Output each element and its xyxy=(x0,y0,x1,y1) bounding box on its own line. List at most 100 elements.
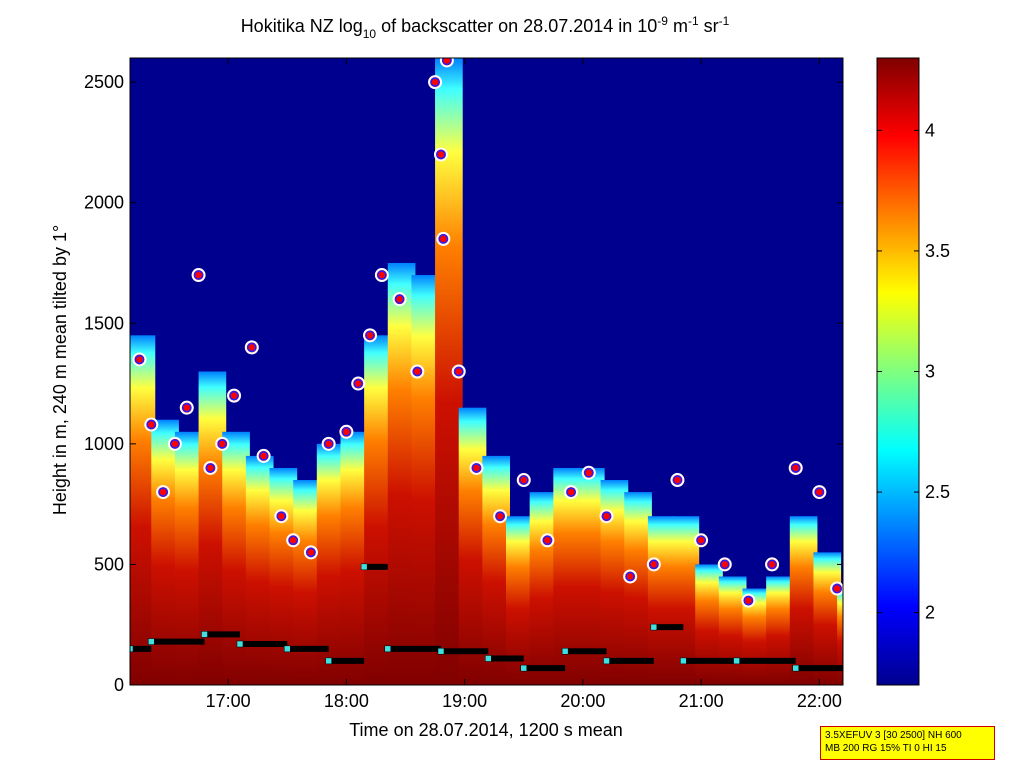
cloud-layer-marker-ring xyxy=(205,463,216,473)
cloud-layer-marker xyxy=(439,58,454,68)
x-axis: 17:00 18:00 19:00 20:00 21:00 22:00 xyxy=(206,58,842,711)
backscatter-field xyxy=(130,58,843,685)
cloud-layer-marker-ring xyxy=(601,511,612,521)
cloud-layer-marker-ring xyxy=(377,270,387,280)
backscatter-column xyxy=(671,516,700,685)
backscatter-column xyxy=(458,407,487,685)
mixing-layer-point xyxy=(130,645,134,653)
cloud-layer-marker-ring xyxy=(258,451,269,461)
mixing-layer-point xyxy=(360,563,368,571)
backscatter-column xyxy=(647,516,676,685)
cloud-layer-marker-ring xyxy=(353,378,363,389)
mixing-layer-point xyxy=(485,655,492,662)
y-tick-label: 500 xyxy=(94,554,124,574)
cloud-layer-marker-ring xyxy=(814,487,825,497)
cloud-layer-marker-ring xyxy=(566,487,576,497)
cloud-layer-marker-ring xyxy=(442,58,452,66)
backscatter-column xyxy=(222,431,250,685)
cloud-layer-marker-ring xyxy=(495,511,505,521)
mixing-layer-series xyxy=(130,563,843,672)
cloud-layer-marker-ring xyxy=(453,366,464,377)
cloud-layer-marker-ring xyxy=(436,149,446,160)
backscatter-column xyxy=(411,275,440,685)
y-axis: 0 500 1000 1500 2000 2500 xyxy=(84,72,843,695)
mixing-layer-point xyxy=(650,623,658,631)
cloud-layer-marker-ring xyxy=(743,595,754,606)
cloud-layer-marker-ring xyxy=(341,427,352,437)
x-tick-label: 20:00 xyxy=(560,691,605,711)
y-tick-label: 1000 xyxy=(84,434,124,454)
x-tick-label: 21:00 xyxy=(679,691,724,711)
cloud-layer-marker-ring xyxy=(394,294,405,304)
cloud-layer-marker-ring xyxy=(672,475,683,485)
mixing-layer-point xyxy=(284,645,291,653)
cloud-layer-marker-ring xyxy=(306,547,316,558)
info-line-1: 3.5XEFUV 3 [30 2500] NH 600 xyxy=(825,730,962,741)
mixing-layer-point xyxy=(384,645,392,653)
mixing-layer-point xyxy=(520,664,527,672)
backscatter-column xyxy=(695,564,723,685)
settings-info-box: 3.5XEFUV 3 [30 2500] NH 600 MB 200 RG 15… xyxy=(820,726,995,760)
mixing-layer-point xyxy=(148,638,155,645)
cloud-layer-marker-ring xyxy=(247,342,257,353)
mixing-layer-point xyxy=(236,640,244,648)
mixing-layer-point xyxy=(733,657,740,665)
colorbar: 2 2.5 3 3.5 4 xyxy=(876,57,950,686)
colorbar-tick-label: 2.5 xyxy=(925,482,950,502)
cloud-layer-marker-ring xyxy=(542,535,553,546)
backscatter-column xyxy=(151,419,179,685)
cloud-layer-marker-ring xyxy=(193,270,204,280)
colorbar-gradient xyxy=(876,57,920,686)
backscatter-column xyxy=(482,455,511,685)
backscatter-column xyxy=(130,335,156,685)
backscatter-column xyxy=(364,335,392,685)
x-tick-label: 19:00 xyxy=(442,691,487,711)
backscatter-column xyxy=(718,576,747,685)
colorbar-tick-label: 3.5 xyxy=(925,241,950,261)
cloud-layer-marker-ring xyxy=(696,535,706,546)
y-tick-label: 1500 xyxy=(84,313,124,333)
cloud-layer-marker-ring xyxy=(170,439,180,449)
y-tick-label: 0 xyxy=(114,675,124,695)
y-tick-label: 2000 xyxy=(84,193,124,213)
x-axis-label: Time on 28.07.2014, 1200 s mean xyxy=(349,720,623,740)
cloud-layer-marker-ring xyxy=(767,559,777,570)
backscatter-column xyxy=(789,516,818,685)
backscatter-column xyxy=(529,492,558,685)
colorbar-tick-label: 3 xyxy=(925,362,935,382)
cloud-layer-marker-ring xyxy=(518,475,529,485)
cloud-layer-marker-ring xyxy=(288,535,298,546)
y-axis-label: Height in m, 240 m mean tilted by 1° xyxy=(50,225,70,515)
colorbar-ticks: 2 2.5 3 3.5 4 xyxy=(877,120,950,623)
backscatter-column xyxy=(269,467,298,685)
mixing-layer-point xyxy=(325,657,332,665)
plot-area xyxy=(129,57,844,686)
backscatter-column xyxy=(837,588,843,685)
backscatter-column xyxy=(624,492,652,685)
cloud-layer-marker-ring xyxy=(158,487,168,497)
mixing-layer-point xyxy=(680,657,687,665)
cloud-layer-marker-ring xyxy=(832,583,842,594)
y-tick-label: 2500 xyxy=(84,72,124,92)
cloud-layer-marker-ring xyxy=(471,463,482,473)
cloud-layer-marker-ring xyxy=(323,439,334,449)
mixing-layer-point xyxy=(201,631,208,638)
mixing-layer-point xyxy=(437,647,445,655)
mixing-layer-point xyxy=(603,657,610,665)
cloud-layer-marker-ring xyxy=(720,559,730,570)
x-tick-label: 17:00 xyxy=(206,691,251,711)
cloud-layer-marker-ring xyxy=(412,366,423,377)
colorbar-tick-label: 4 xyxy=(925,120,935,140)
backscatter-column xyxy=(174,431,203,685)
backscatter-column xyxy=(766,576,794,685)
backscatter-column xyxy=(198,371,227,685)
x-tick-label: 22:00 xyxy=(797,691,842,711)
cloud-layer-marker-ring xyxy=(134,354,145,365)
cloud-layer-marker-ring xyxy=(146,419,157,430)
cloud-layer-marker-ring xyxy=(430,77,440,87)
cloud-layer-marker-ring xyxy=(276,511,287,521)
cloud-layer-marker-ring xyxy=(649,559,659,570)
cloud-layer-marker-ring xyxy=(182,402,192,413)
info-line-2: MB 200 RG 15% TI 0 HI 15 xyxy=(825,743,947,754)
